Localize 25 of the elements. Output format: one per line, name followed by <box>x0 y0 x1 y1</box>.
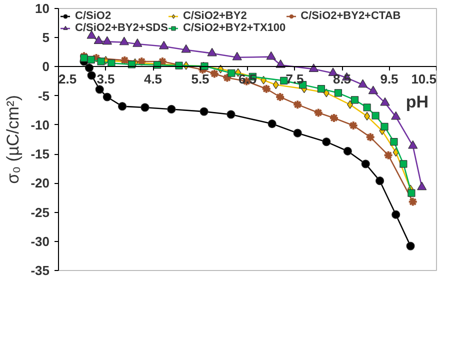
y-tick-label: -5 <box>38 88 50 104</box>
x-tick-label: 9.5 <box>380 72 398 87</box>
legend-label: C/SiO2+BY2 <box>182 10 247 22</box>
y-tick-label: 10 <box>35 1 50 16</box>
legend-label: C/SiO2 <box>75 10 112 22</box>
y-tick-label: 5 <box>42 30 50 46</box>
x-tick-label: 6.5 <box>238 72 257 87</box>
x-tick-label: 5.5 <box>191 72 210 87</box>
x-tick-label: 8.5 <box>332 72 352 87</box>
y-axis-title: σ₀ (µC/cm²) <box>4 95 23 184</box>
y-tick-label: -10 <box>30 117 50 132</box>
y-tick-label: -15 <box>30 146 50 162</box>
y-tick-label: 0 <box>42 59 50 74</box>
y-tick-label: -35 <box>30 263 50 278</box>
y-tick-label: -30 <box>30 234 50 249</box>
x-tick-label: 3.5 <box>96 72 115 87</box>
y-tick-label: -20 <box>30 176 50 191</box>
y-tick-label: -25 <box>30 204 50 220</box>
x-axis-title: pH <box>406 92 429 112</box>
x-tick-label: 4.5 <box>144 72 162 87</box>
legend-label: C/SiO2+BY2+CTAB <box>300 10 401 22</box>
legend-label: C/SiO2+BY2+SDS <box>75 22 168 34</box>
x-tick-label: 10.5 <box>411 72 437 87</box>
legend-label: C/SiO2+BY2+TX100 <box>182 22 286 34</box>
x-tick-label: 2.5 <box>58 72 77 87</box>
